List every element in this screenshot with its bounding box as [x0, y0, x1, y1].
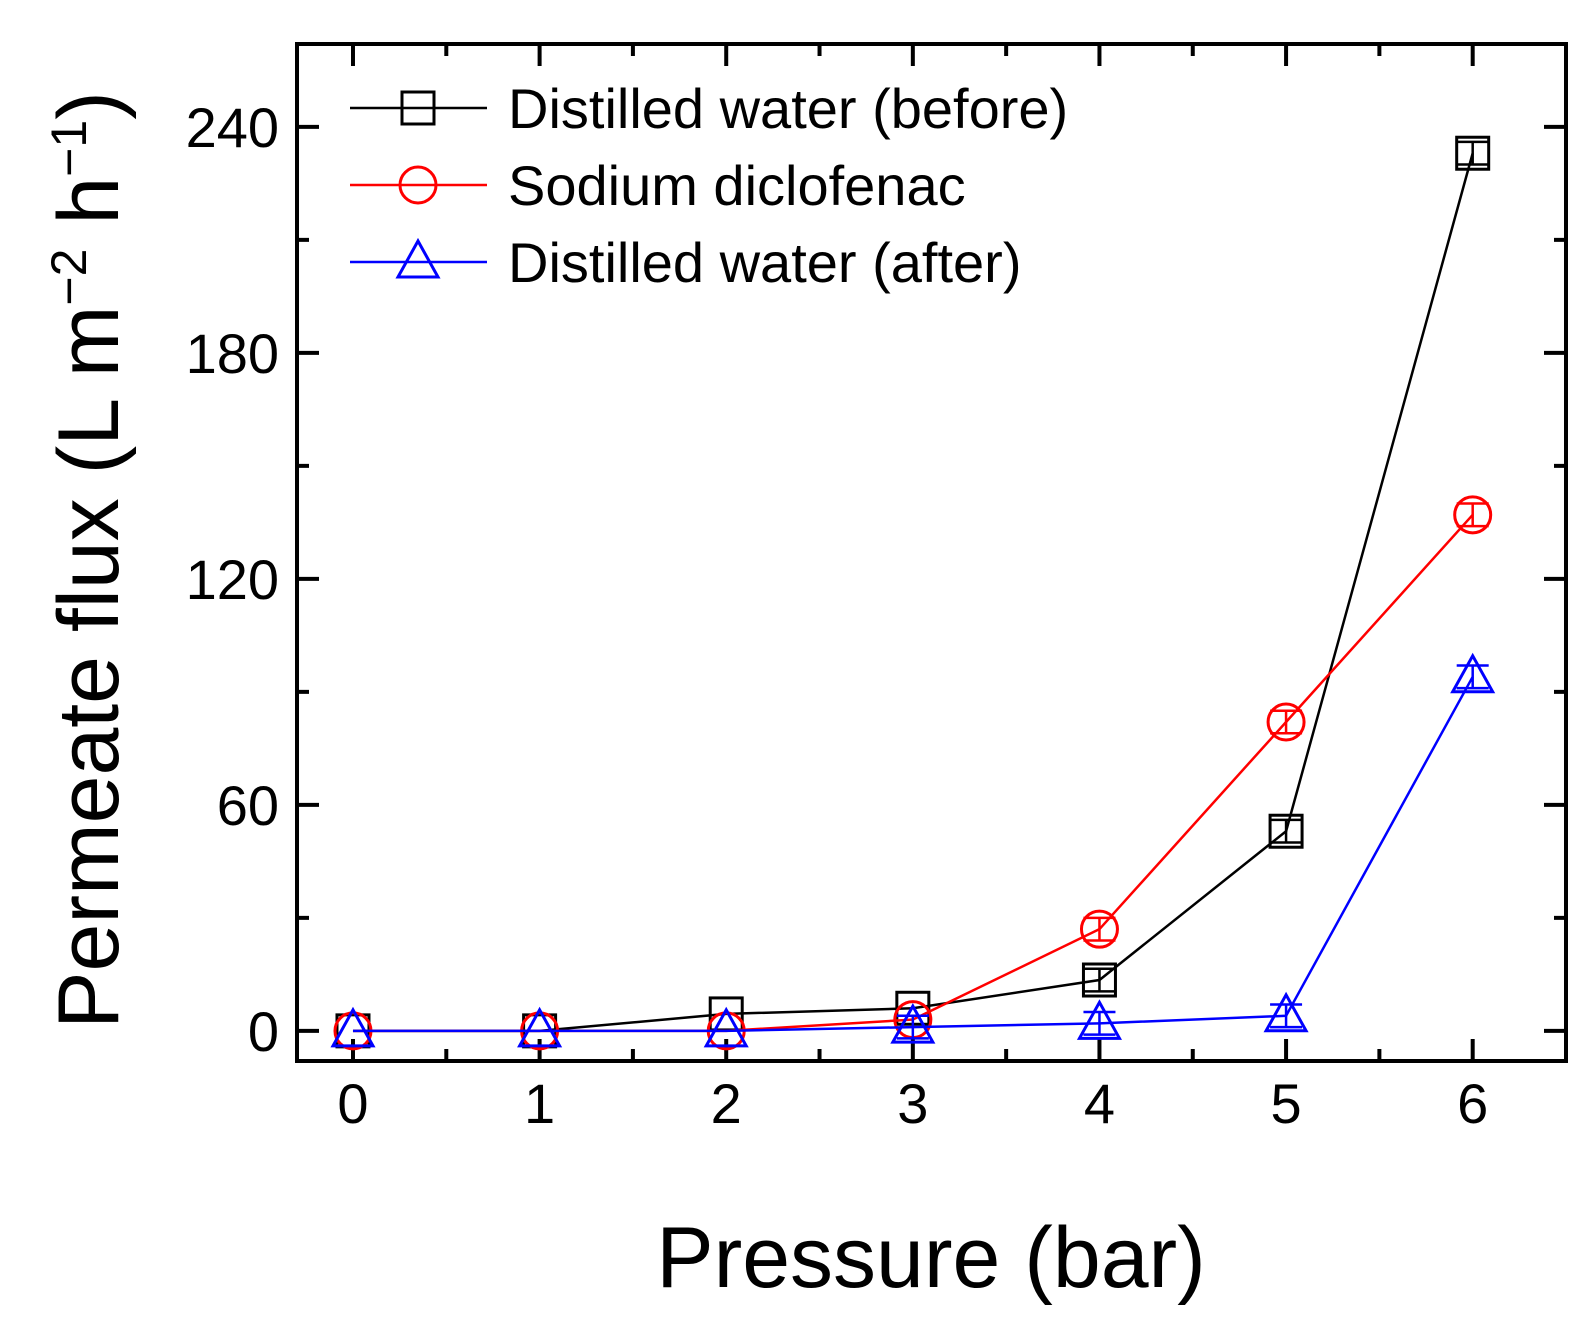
legend-marker	[400, 90, 436, 126]
data-point	[1076, 999, 1123, 1040]
series-line	[352, 676, 1474, 1033]
y-tick-label: 240	[186, 96, 279, 159]
data-point	[1079, 909, 1119, 949]
x-tick-label: 2	[711, 1072, 742, 1135]
legend-label: Distilled water (before)	[508, 77, 1068, 140]
y-tick-label: 60	[217, 774, 279, 837]
plot-series	[330, 135, 1496, 1051]
y-tick-label: 180	[186, 322, 279, 385]
y-tick-label: 0	[248, 1000, 279, 1063]
x-tick-label: 3	[897, 1072, 928, 1135]
x-tick-label: 5	[1270, 1072, 1301, 1135]
plot-frame	[295, 42, 1568, 1063]
data-point	[1081, 962, 1117, 998]
legend-marker	[395, 237, 441, 279]
x-tick-label: 1	[524, 1072, 555, 1135]
y-axis-title-suffix: )	[41, 91, 137, 120]
series-1	[333, 495, 1493, 1051]
legend: Distilled water (before) Sodium diclofena…	[350, 77, 1068, 294]
data-point	[517, 1006, 563, 1048]
x-tick-label: 6	[1457, 1072, 1488, 1135]
data-point	[1450, 652, 1496, 694]
data-point	[1268, 813, 1304, 849]
data-point	[1263, 991, 1309, 1033]
data-point	[1455, 135, 1491, 171]
x-tick-label: 4	[1084, 1072, 1115, 1135]
x-axis-title: Pressure (bar)	[656, 1210, 1206, 1306]
data-point	[890, 1003, 936, 1044]
series-line	[352, 513, 1474, 1033]
y-axis-title: Permeate flux (L m−2 h−1)	[41, 91, 137, 1029]
y-tick-label: 120	[186, 548, 279, 611]
legend-label: Distilled water (after)	[508, 231, 1021, 294]
data-point	[1266, 702, 1306, 742]
y-axis-title-prefix: Permeate flux (L m	[41, 306, 137, 1029]
legend-entry-2: Distilled water (after)	[350, 231, 1021, 294]
y-axis-title-sup2: −1	[41, 120, 97, 177]
y-axis-title-mid: h	[41, 177, 137, 249]
data-point	[703, 1006, 749, 1048]
data-point	[1453, 495, 1493, 535]
y-axis-title-sup1: −2	[41, 249, 97, 306]
axis-ticks	[297, 44, 1566, 1061]
legend-entry-0: Distilled water (before)	[350, 77, 1068, 140]
legend-marker	[398, 165, 438, 205]
legend-label: Sodium diclofenac	[508, 154, 966, 217]
series-2	[330, 652, 1496, 1048]
data-point	[330, 1006, 376, 1048]
x-tick-label: 0	[337, 1072, 368, 1135]
legend-entry-1: Sodium diclofenac	[350, 154, 966, 217]
